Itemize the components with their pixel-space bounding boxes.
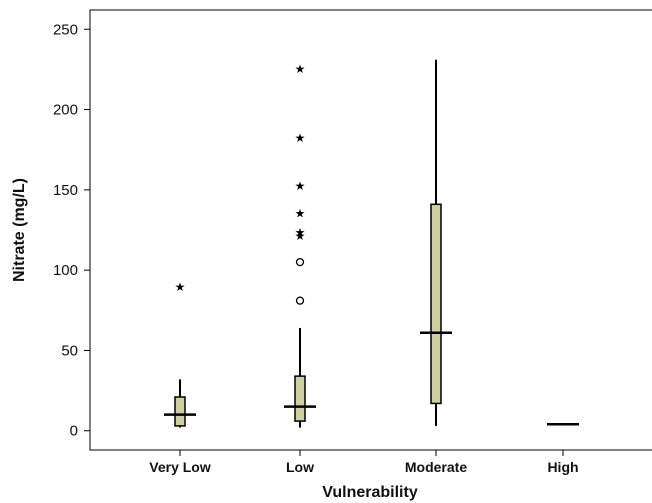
x-axis-title: Vulnerability [322, 484, 418, 501]
x-tick-label: High [547, 459, 578, 475]
extreme-point: ★ [295, 131, 306, 145]
outlier-point [295, 296, 305, 305]
extreme-point: ★ [295, 229, 306, 243]
y-tick-label: 50 [61, 342, 78, 359]
x-axis: Very Low Low Moderate High [149, 450, 579, 475]
box [174, 396, 186, 427]
extreme-point: ★ [295, 206, 306, 220]
box-group: ★★★★★★ [284, 62, 316, 428]
x-tick-label: Moderate [405, 459, 467, 475]
extreme-point: ★ [295, 226, 306, 240]
extreme-point: ★ [295, 179, 306, 193]
x-tick-label: Very Low [149, 459, 211, 475]
y-tick-label: 250 [53, 21, 78, 38]
y-axis-title: Nitrate (mg/L) [11, 178, 28, 282]
y-tick-label: 100 [53, 262, 78, 279]
x-tick-label: Low [286, 459, 314, 475]
extreme-point: ★ [175, 280, 186, 294]
y-tick-label: 200 [53, 102, 78, 119]
box [430, 203, 442, 405]
outlier-point [295, 257, 305, 267]
box [294, 375, 306, 422]
extreme-point: ★ [295, 62, 306, 76]
y-axis: 0 50 100 150 200 250 [53, 21, 90, 440]
box-group [420, 59, 452, 426]
y-tick-label: 150 [53, 182, 78, 199]
box-group: ★ [164, 280, 196, 428]
box-plots: ★★★★★★★ [164, 59, 579, 428]
y-tick-label: 0 [70, 423, 78, 440]
plot-frame [89, 9, 652, 451]
